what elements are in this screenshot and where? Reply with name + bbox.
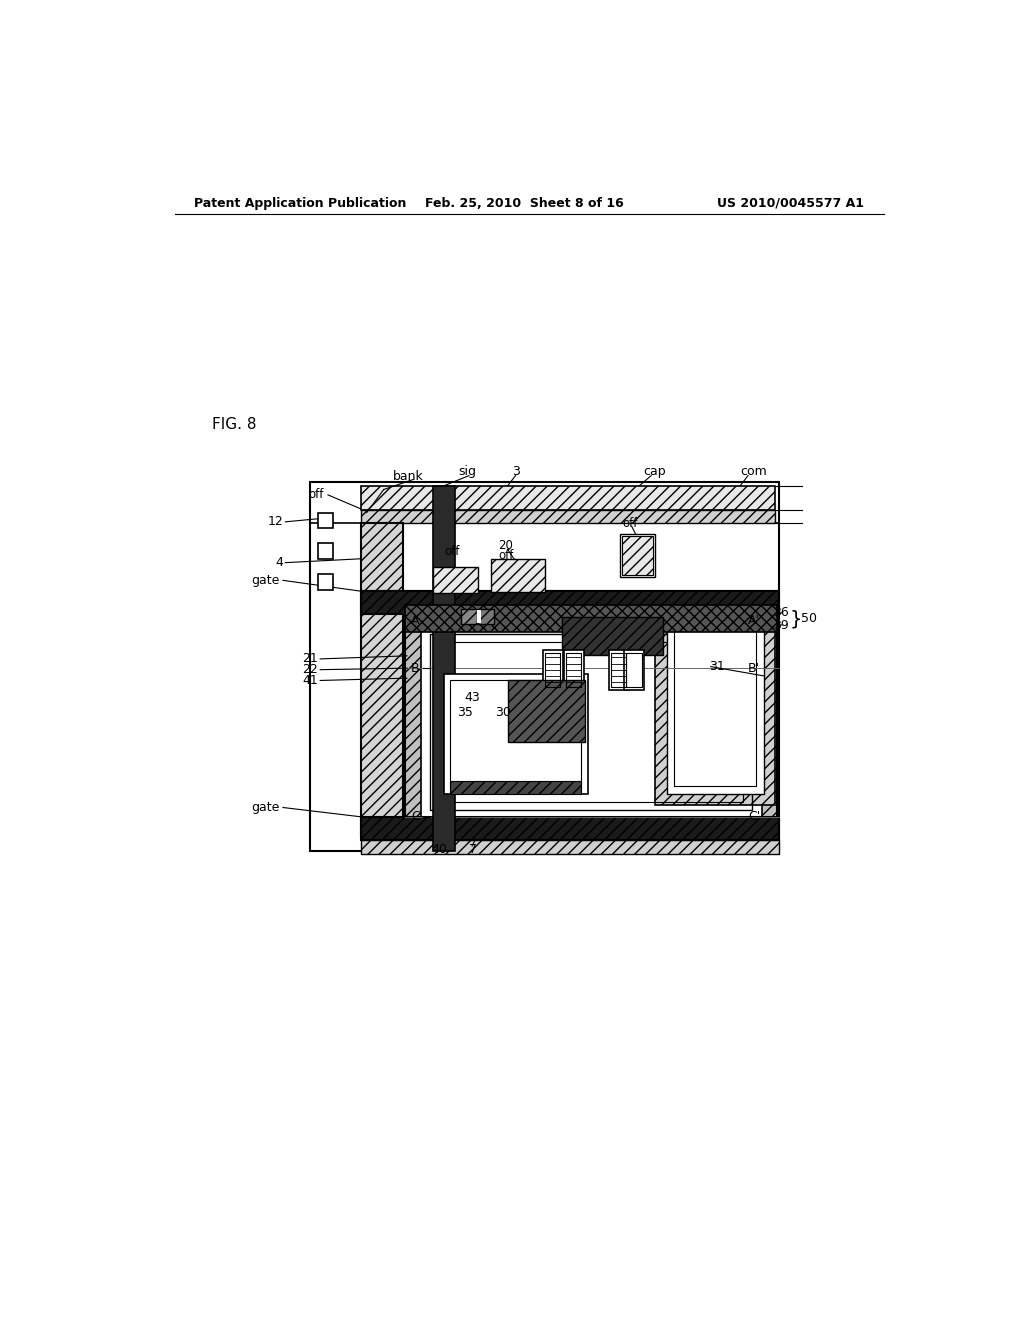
Bar — [622, 536, 653, 576]
Bar — [608, 649, 629, 689]
Bar — [566, 653, 582, 686]
Bar — [562, 616, 663, 655]
Text: off: off — [444, 545, 460, 557]
Text: cap: cap — [643, 465, 666, 478]
Text: off: off — [623, 517, 638, 529]
Text: 50: 50 — [801, 612, 817, 626]
Bar — [310, 482, 779, 851]
Bar — [360, 511, 775, 523]
Text: 43: 43 — [464, 690, 480, 704]
Text: 31: 31 — [710, 660, 725, 673]
Bar — [675, 624, 756, 785]
Bar — [360, 817, 779, 840]
Bar — [451, 780, 582, 795]
Bar — [317, 512, 334, 528]
Text: 30: 30 — [496, 706, 511, 719]
Text: gate: gate — [252, 801, 280, 814]
Text: 40: 40 — [432, 843, 447, 857]
Bar — [317, 544, 334, 558]
Bar — [444, 675, 588, 793]
Bar — [406, 605, 777, 632]
Text: com: com — [740, 465, 767, 478]
Bar — [627, 653, 642, 686]
Bar — [655, 605, 775, 805]
Text: 41: 41 — [302, 675, 317, 686]
Bar — [508, 681, 586, 742]
Bar — [478, 609, 494, 624]
Text: US 2010/0045577 A1: US 2010/0045577 A1 — [717, 197, 864, 210]
Bar — [667, 616, 764, 793]
Bar — [360, 486, 775, 511]
Text: off: off — [308, 488, 324, 502]
Bar — [430, 635, 752, 809]
Bar — [360, 840, 779, 854]
Text: gate: gate — [252, 574, 280, 587]
Text: off: off — [499, 549, 514, 562]
Text: 22: 22 — [302, 663, 317, 676]
Text: 35: 35 — [457, 706, 472, 719]
Text: Feb. 25, 2010  Sheet 8 of 16: Feb. 25, 2010 Sheet 8 of 16 — [425, 197, 625, 210]
Bar — [461, 609, 477, 624]
Text: B: B — [411, 661, 420, 675]
Text: A': A' — [748, 614, 760, 627]
Text: A: A — [411, 614, 420, 627]
Text: Patent Application Publication: Patent Application Publication — [194, 197, 407, 210]
Bar — [624, 649, 644, 689]
Bar — [421, 627, 762, 817]
Text: 7: 7 — [469, 843, 477, 857]
Bar — [360, 523, 403, 834]
Text: }: } — [790, 610, 803, 628]
Bar — [490, 558, 545, 591]
Bar — [543, 649, 563, 689]
Text: bank: bank — [393, 470, 424, 483]
Bar — [477, 610, 480, 623]
Bar — [621, 535, 655, 577]
Text: C': C' — [748, 810, 760, 824]
Bar — [406, 614, 777, 821]
Bar — [563, 649, 584, 689]
Text: 20: 20 — [499, 539, 513, 552]
Bar — [433, 566, 478, 594]
Bar — [360, 591, 779, 614]
Text: 12: 12 — [267, 515, 283, 528]
Text: 39: 39 — [773, 619, 788, 631]
Bar — [433, 486, 455, 851]
Text: 36: 36 — [773, 606, 788, 619]
Text: FIG. 8: FIG. 8 — [212, 417, 256, 432]
Bar — [317, 574, 334, 590]
Text: 4: 4 — [275, 556, 283, 569]
Text: C: C — [411, 810, 420, 824]
Text: B': B' — [748, 661, 760, 675]
Text: 21: 21 — [302, 652, 317, 665]
Bar — [611, 653, 627, 686]
Bar — [438, 642, 742, 803]
Text: 3: 3 — [512, 465, 519, 478]
Bar — [545, 653, 560, 686]
Text: sig: sig — [458, 465, 476, 478]
Bar — [451, 681, 582, 788]
